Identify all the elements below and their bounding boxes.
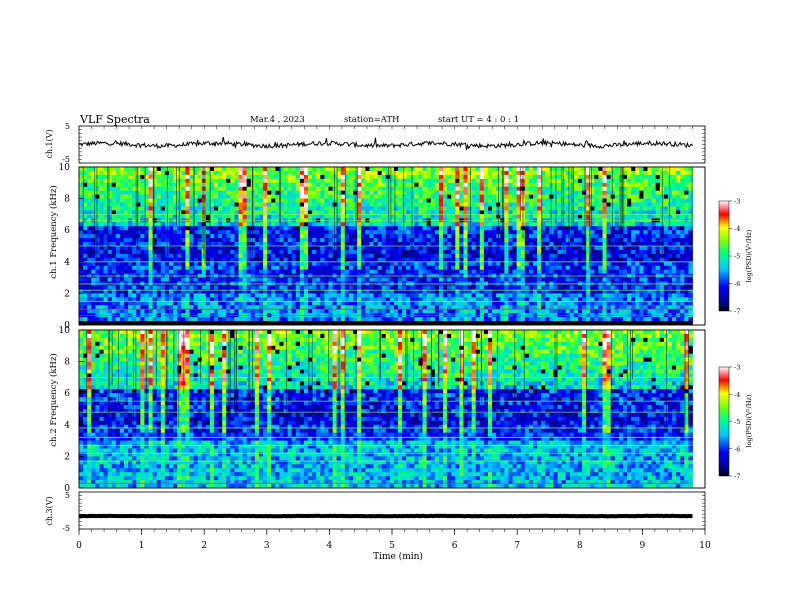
ch1-colorbar-tick-1: -4 [734, 225, 740, 233]
ch1-frequency-ytick-2: 4 [64, 258, 70, 268]
time-tick-10: 10 [699, 541, 711, 551]
station-label: station=ATH [344, 115, 400, 125]
time-axis: 0 1 2 3 4 5 6 7 8 9 10 [76, 126, 711, 551]
figure-title: VLF Spectra [80, 113, 150, 126]
ch2-frequency-ytick-4: 8 [64, 358, 70, 368]
ch1-frequency-ytick-3: 6 [64, 226, 70, 236]
ch2-frequency-ytick-1: 2 [64, 452, 70, 462]
ch1-voltage-panel: 5 -5 ch.1(V) [45, 122, 706, 164]
time-tick-2: 2 [201, 541, 207, 551]
time-tick-9: 9 [640, 541, 646, 551]
ch2-colorbar-tick-3: -6 [734, 445, 740, 453]
time-tick-8: 8 [577, 541, 583, 551]
time-tick-5: 5 [389, 541, 395, 551]
time-tick-6: 6 [452, 541, 458, 551]
ch2-spectrogram-panel: 0 2 4 6 8 10 ch.2 Frequency (kHz) [48, 326, 706, 494]
ch2-colorbar-tick-0: -3 [734, 364, 740, 372]
start-time-label: start UT = 4 : 0 : 1 [438, 115, 520, 125]
ch1-frequency-ytick-0: 0 [64, 321, 70, 331]
ch2-frequency-ytick-0: 0 [64, 484, 70, 494]
time-axis-label: Time (min) [373, 551, 423, 562]
ch3-ytick-bottom: -5 [62, 524, 70, 533]
time-tick-4: 4 [327, 541, 333, 551]
ch3-voltage-panel: 5 -5 ch.3(V) [45, 491, 706, 533]
ch2-colorbar-tick-2: -5 [734, 418, 740, 426]
ch2-colorbar: -3 -4 -5 -6 -7 log(PSD)(V²/Hz) [718, 364, 753, 481]
ch1-ytick-bottom: -5 [62, 155, 70, 164]
ch1-spectrogram-image [78, 166, 706, 326]
ch1-ytick-top: 5 [65, 122, 70, 131]
ch2-colorbar-tick-4: -7 [734, 473, 740, 481]
ch1-colorbar-label: log(PSD)(V²/Hz) [745, 229, 753, 282]
date-label: Mar.4 , 2023 [250, 115, 305, 125]
ch2-spectrogram-image [78, 329, 706, 489]
ch1-frequency-ytick-4: 8 [64, 195, 70, 205]
ch1-colorbar-tick-4: -7 [734, 308, 740, 316]
ch3-voltage-ylabel: ch.3(V) [45, 496, 54, 525]
ch1-spectrogram-panel: 0 2 4 6 8 10 ch.1 Frequency (kHz) [48, 163, 706, 331]
ch1-voltage-trace [79, 137, 693, 151]
ch1-colorbar-tick-2: -5 [734, 253, 740, 261]
ch2-colorbar-gradient [718, 366, 730, 477]
ch2-colorbar-label: log(PSD)(V²/Hz) [745, 394, 753, 447]
ch1-colorbar-gradient [718, 200, 730, 312]
ch2-frequency-ylabel: ch.2 Frequency (kHz) [48, 353, 59, 446]
ch1-frequency-ylabel: ch.1 Frequency (kHz) [48, 185, 59, 278]
ch1-frequency-ytick-5: 10 [59, 163, 71, 173]
ch1-colorbar-tick-3: -6 [734, 280, 740, 288]
time-tick-1: 1 [139, 541, 145, 551]
ch1-frequency-ytick-1: 2 [64, 289, 70, 299]
time-tick-7: 7 [514, 541, 520, 551]
ch1-voltage-ylabel: ch.1(V) [45, 129, 54, 158]
ch2-frequency-ytick-3: 6 [64, 389, 70, 399]
ch2-frequency-ytick-5: 10 [59, 326, 71, 336]
ch1-colorbar: -3 -4 -5 -6 -7 log(PSD)(V²/Hz) [718, 198, 753, 316]
ch2-frequency-ytick-2: 4 [64, 421, 70, 431]
time-tick-0: 0 [76, 541, 82, 551]
ch3-ytick-top: 5 [65, 491, 70, 500]
ch3-voltage-trace [79, 513, 693, 519]
time-tick-3: 3 [264, 541, 270, 551]
ch2-colorbar-tick-1: -4 [734, 391, 740, 399]
ch1-colorbar-tick-0: -3 [734, 198, 740, 206]
